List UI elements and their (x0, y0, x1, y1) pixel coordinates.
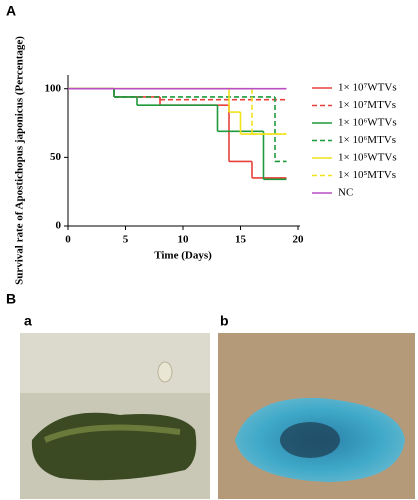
legend-label: 1× 10⁶WTVs (338, 117, 397, 129)
x-tick-label: 10 (178, 234, 190, 246)
x-axis-label: Time (Days) (154, 250, 212, 262)
panel-label: B (6, 291, 16, 307)
legend-label: 1× 10⁵WTVs (338, 152, 397, 164)
photo-b (218, 333, 415, 499)
panel-label: b (220, 313, 229, 329)
x-tick-label: 15 (235, 234, 247, 246)
x-tick-label: 20 (293, 234, 305, 246)
photo-a (20, 333, 210, 499)
legend-label: NC (338, 187, 353, 199)
legend-label: 1× 10⁷MTVs (338, 99, 396, 111)
legend-label: 1× 10⁵MTVs (338, 169, 396, 181)
panel-label: a (24, 313, 32, 329)
legend-label: 1× 10⁶MTVs (338, 134, 396, 146)
legend-label: 1× 10⁷WTVs (338, 82, 397, 94)
x-tick-label: 0 (65, 234, 71, 246)
y-tick-label: 50 (50, 151, 62, 163)
x-tick-label: 5 (123, 234, 129, 246)
y-tick-label: 100 (45, 82, 62, 94)
y-axis-label: Survival rate of Apostichopus japonicus … (14, 36, 26, 285)
y-tick-label: 0 (56, 220, 62, 232)
panel-label: A (6, 3, 16, 19)
